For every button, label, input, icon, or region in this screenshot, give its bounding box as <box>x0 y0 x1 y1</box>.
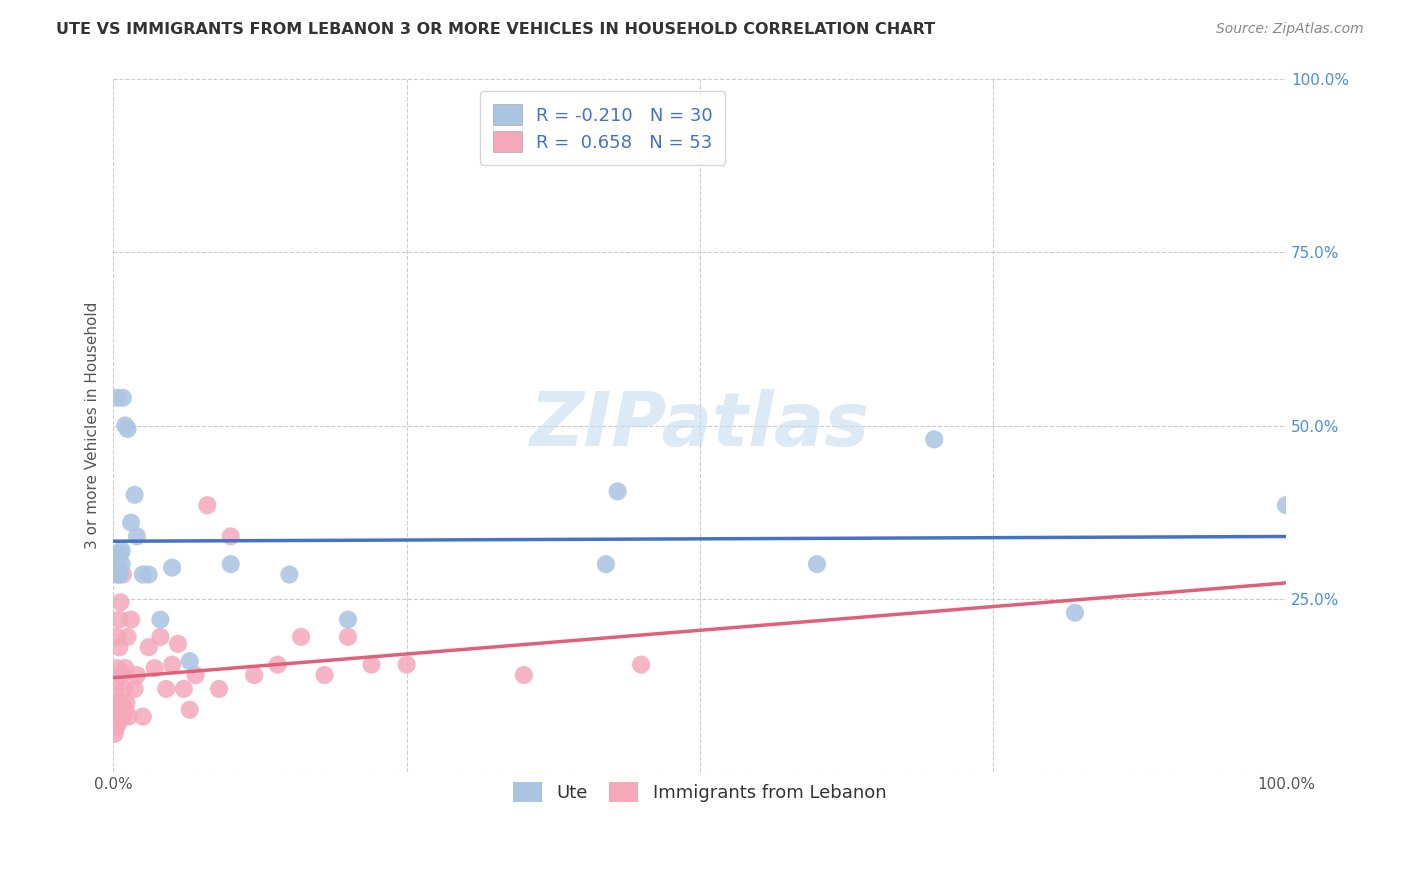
Point <box>108 640 131 655</box>
Point <box>179 703 201 717</box>
Point <box>110 547 132 561</box>
Point <box>110 696 132 710</box>
Point <box>111 391 134 405</box>
Point <box>115 696 138 710</box>
Point <box>606 484 628 499</box>
Point <box>107 560 129 574</box>
Point <box>110 595 132 609</box>
Point <box>111 668 134 682</box>
Point <box>922 433 945 447</box>
Point <box>513 668 536 682</box>
Point <box>108 567 131 582</box>
Point <box>124 681 146 696</box>
Point <box>105 661 128 675</box>
Point <box>179 654 201 668</box>
Point <box>243 668 266 682</box>
Point <box>108 696 131 710</box>
Point <box>114 661 136 675</box>
Point <box>219 557 242 571</box>
Point <box>107 716 129 731</box>
Legend: Ute, Immigrants from Lebanon: Ute, Immigrants from Lebanon <box>501 769 898 815</box>
Point <box>143 661 166 675</box>
Point <box>290 630 312 644</box>
Point <box>110 709 132 723</box>
Point <box>111 543 134 558</box>
Point <box>138 640 160 655</box>
Point <box>266 657 288 672</box>
Point <box>1275 498 1298 512</box>
Point <box>208 681 231 696</box>
Text: UTE VS IMMIGRANTS FROM LEBANON 3 OR MORE VEHICLES IN HOUSEHOLD CORRELATION CHART: UTE VS IMMIGRANTS FROM LEBANON 3 OR MORE… <box>56 22 935 37</box>
Point <box>107 703 129 717</box>
Point <box>120 516 142 530</box>
Point <box>105 630 128 644</box>
Point <box>337 613 360 627</box>
Point <box>155 681 177 696</box>
Text: ZIPatlas: ZIPatlas <box>530 389 870 462</box>
Point <box>111 557 134 571</box>
Point <box>149 630 172 644</box>
Point <box>149 613 172 627</box>
Point <box>111 696 134 710</box>
Point <box>104 547 127 561</box>
Text: Source: ZipAtlas.com: Source: ZipAtlas.com <box>1216 22 1364 37</box>
Point <box>125 529 148 543</box>
Point <box>337 630 360 644</box>
Point <box>173 681 195 696</box>
Point <box>138 567 160 582</box>
Point <box>104 720 127 734</box>
Point <box>105 567 128 582</box>
Point <box>107 696 129 710</box>
Point <box>105 391 128 405</box>
Point <box>806 557 828 571</box>
Point <box>360 657 382 672</box>
Point <box>195 498 218 512</box>
Point <box>118 709 141 723</box>
Point <box>114 418 136 433</box>
Point <box>111 567 134 582</box>
Point <box>117 630 139 644</box>
Point <box>104 696 127 710</box>
Point <box>160 657 183 672</box>
Point <box>595 557 617 571</box>
Point <box>112 681 135 696</box>
Point <box>117 422 139 436</box>
Point <box>278 567 301 582</box>
Point <box>104 727 127 741</box>
Point <box>219 529 242 543</box>
Point <box>104 557 127 571</box>
Point <box>108 567 131 582</box>
Point <box>104 703 127 717</box>
Point <box>132 567 155 582</box>
Point <box>104 709 127 723</box>
Point <box>124 488 146 502</box>
Point <box>108 613 131 627</box>
Point <box>184 668 207 682</box>
Point <box>1064 606 1087 620</box>
Point <box>111 709 134 723</box>
Point <box>395 657 418 672</box>
Point <box>630 657 652 672</box>
Y-axis label: 3 or more Vehicles in Household: 3 or more Vehicles in Household <box>86 301 100 549</box>
Point <box>104 681 127 696</box>
Point <box>120 613 142 627</box>
Point <box>314 668 336 682</box>
Point <box>160 560 183 574</box>
Point <box>167 637 190 651</box>
Point <box>125 668 148 682</box>
Point <box>114 703 136 717</box>
Point <box>105 709 128 723</box>
Point <box>132 709 155 723</box>
